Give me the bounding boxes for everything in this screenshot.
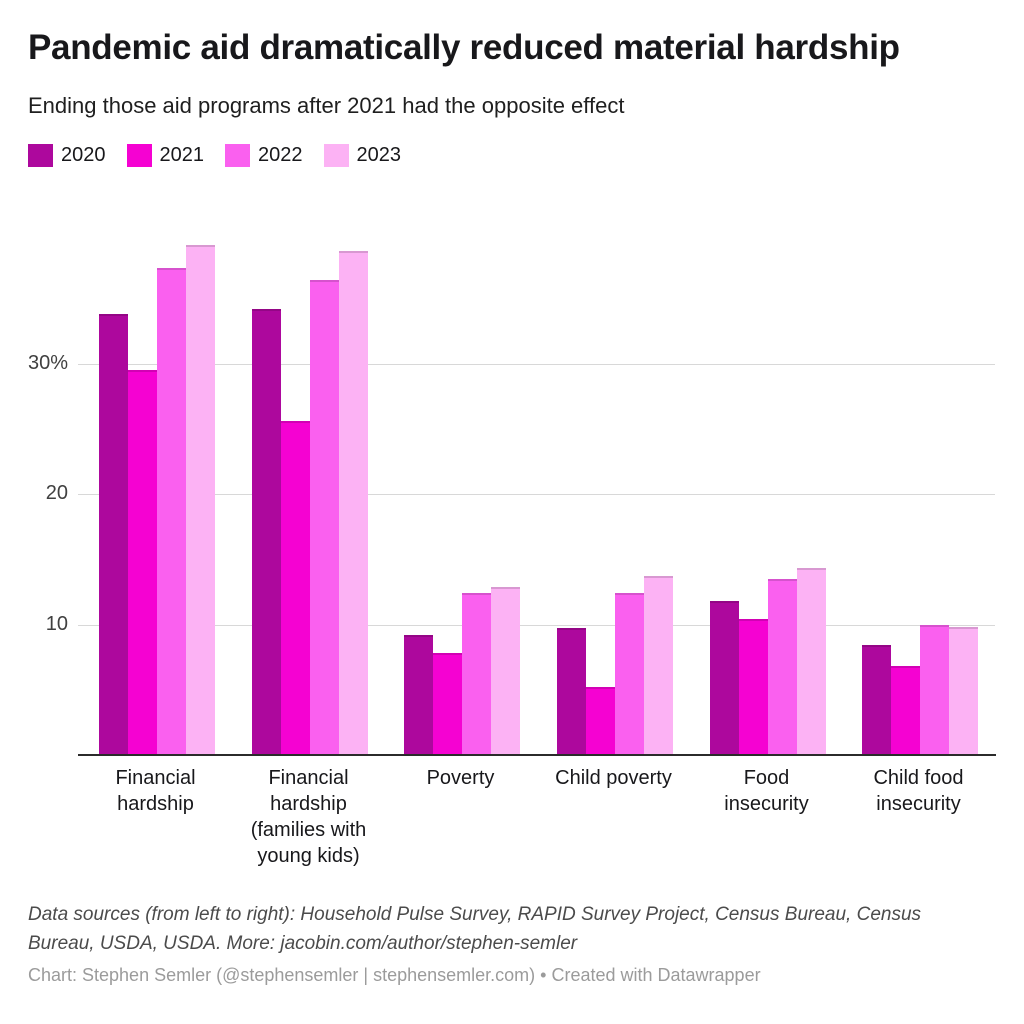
page-title: Pandemic aid dramatically reduced materi… (28, 28, 900, 67)
legend-item-2021: 2021 (126, 144, 205, 167)
y-tick-label-20: 20 (45, 482, 68, 504)
bar-2023-child-food-insecurity[interactable] (949, 627, 978, 755)
legend-label: 2023 (356, 144, 402, 166)
x-axis-label-financial-hardship-families-with-young-kids: Financial hardship (families with young kid… (250, 767, 367, 867)
bar-2021-financial-hardship-families-with-young-kids[interactable] (281, 421, 310, 755)
gridline-20 (78, 494, 995, 495)
gridline-10 (78, 625, 995, 626)
x-axis-label-child-poverty: Child poverty (555, 767, 672, 789)
x-axis-baseline (78, 754, 996, 756)
legend-item-2022: 2022 (225, 144, 303, 167)
legend-label: 2020 (61, 144, 106, 166)
bar-2022-child-poverty[interactable] (615, 593, 644, 755)
chart-subtitle: Ending those aid programs after 2021 had… (28, 93, 625, 118)
legend-item-2020: 2020 (28, 144, 106, 167)
legend-swatch-2023 (323, 144, 349, 167)
bar-2022-financial-hardship-families-with-young-kids[interactable] (310, 280, 339, 755)
bar-2022-poverty[interactable] (462, 593, 491, 755)
bar-2021-poverty[interactable] (433, 653, 462, 755)
legend-label: 2021 (159, 144, 205, 166)
x-axis-label-child-food-insecurity: Child food insecurity (873, 767, 964, 815)
bar-2023-child-poverty[interactable] (644, 576, 673, 755)
chart-legend: 2020 2021 2022 2023 (28, 144, 422, 167)
bar-2022-food-insecurity[interactable] (768, 579, 797, 755)
y-tick-label-10: 10 (45, 613, 68, 635)
legend-swatch-2020 (28, 144, 53, 167)
bar-2023-financial-hardship-families-with-young-kids[interactable] (339, 251, 368, 755)
bar-2023-poverty[interactable] (491, 587, 520, 755)
x-axis-label-financial-hardship: Financial hardship (115, 767, 196, 815)
bar-2020-child-food-insecurity[interactable] (862, 645, 891, 755)
bar-2020-child-poverty[interactable] (557, 628, 586, 755)
bar-2020-financial-hardship-families-with-young-kids[interactable] (252, 309, 281, 755)
legend-swatch-2021 (126, 144, 152, 167)
bar-2022-child-food-insecurity[interactable] (920, 625, 949, 756)
bar-2021-food-insecurity[interactable] (739, 619, 768, 755)
data-sources-note: Data sources (from left to right): House… (28, 904, 922, 954)
bar-2020-poverty[interactable] (404, 635, 433, 755)
legend-item-2023: 2023 (323, 144, 402, 167)
bar-2021-child-poverty[interactable] (586, 687, 615, 755)
bar-2023-food-insecurity[interactable] (797, 568, 826, 755)
bar-2020-food-insecurity[interactable] (710, 601, 739, 755)
x-axis-label-poverty: Poverty (426, 767, 495, 789)
bar-2020-financial-hardship[interactable] (99, 314, 128, 755)
bar-2022-financial-hardship[interactable] (157, 268, 186, 755)
legend-label: 2022 (258, 144, 303, 166)
bar-2023-financial-hardship[interactable] (186, 245, 215, 755)
bar-2021-child-food-insecurity[interactable] (891, 666, 920, 755)
y-tick-label-30: 30% (27, 352, 68, 374)
legend-swatch-2022 (225, 144, 250, 167)
bar-2021-financial-hardship[interactable] (128, 370, 157, 755)
gridline-30 (78, 364, 995, 365)
x-axis-label-food-insecurity: Food insecurity (724, 767, 809, 815)
chart-attribution: Chart: Stephen Semler (@stephensemler | … (28, 965, 761, 985)
